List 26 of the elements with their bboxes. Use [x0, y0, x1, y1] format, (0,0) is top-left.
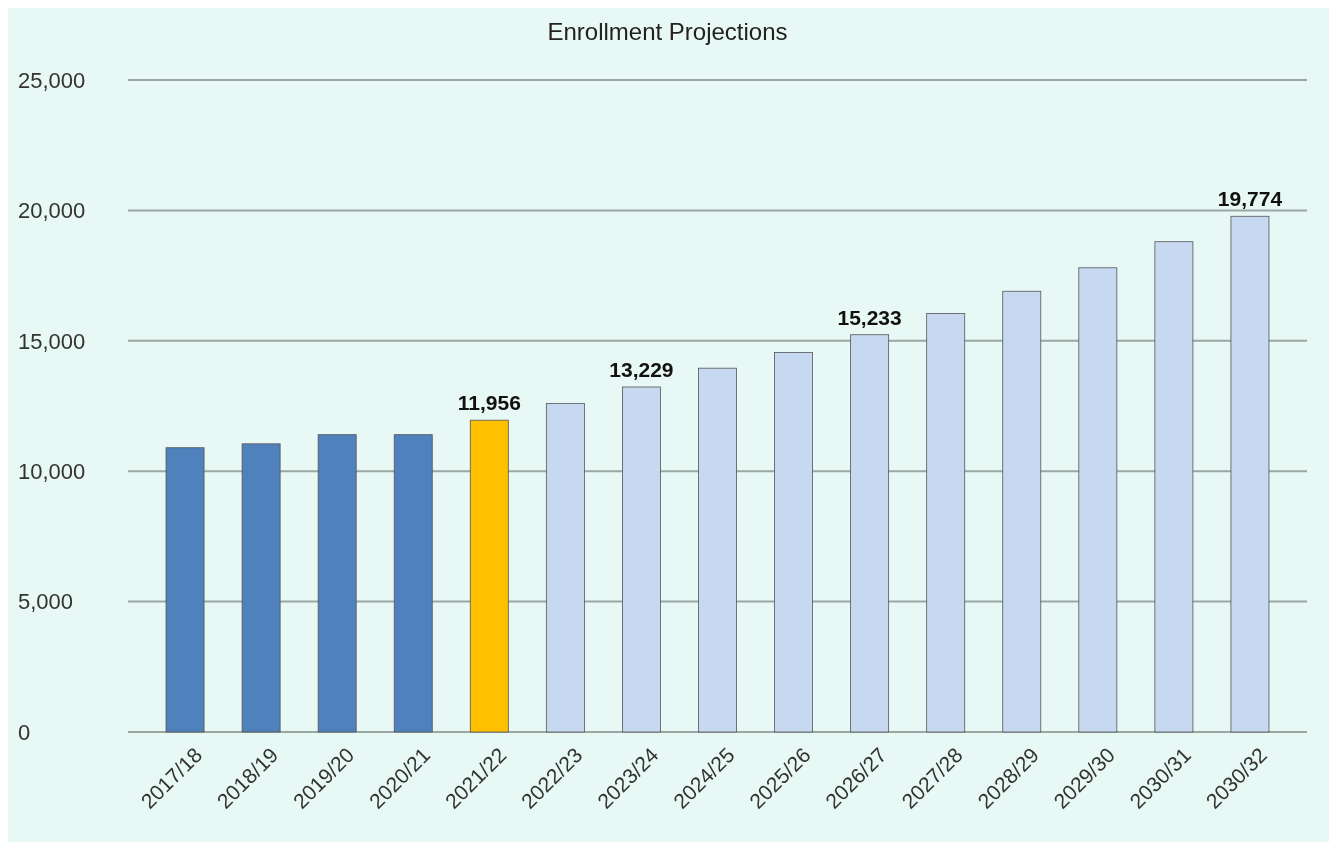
chart-title: Enrollment Projections	[547, 18, 788, 45]
bar	[165, 447, 205, 733]
bar	[926, 313, 966, 733]
y-tick-label: 0	[18, 719, 31, 745]
bar	[1154, 241, 1194, 733]
bar	[469, 419, 509, 733]
bar	[1230, 215, 1270, 733]
bar	[241, 443, 281, 733]
bar	[774, 352, 813, 733]
data-label: 15,233	[837, 305, 902, 329]
bar	[1002, 290, 1042, 733]
y-tick-label: 20,000	[18, 198, 86, 224]
bar	[1078, 267, 1118, 733]
y-tick-label: 5,000	[18, 589, 74, 615]
data-label: 13,229	[609, 357, 674, 381]
y-tick-label: 25,000	[18, 67, 86, 93]
data-label: 11,956	[457, 391, 521, 415]
bar	[545, 402, 585, 733]
bar	[317, 434, 357, 733]
y-tick-label: 10,000	[18, 458, 86, 484]
bar	[393, 434, 433, 733]
y-tick-label: 15,000	[18, 328, 86, 354]
bar	[850, 334, 890, 733]
data-label: 19,774	[1217, 187, 1283, 211]
bar	[622, 386, 661, 733]
bar	[698, 367, 737, 733]
